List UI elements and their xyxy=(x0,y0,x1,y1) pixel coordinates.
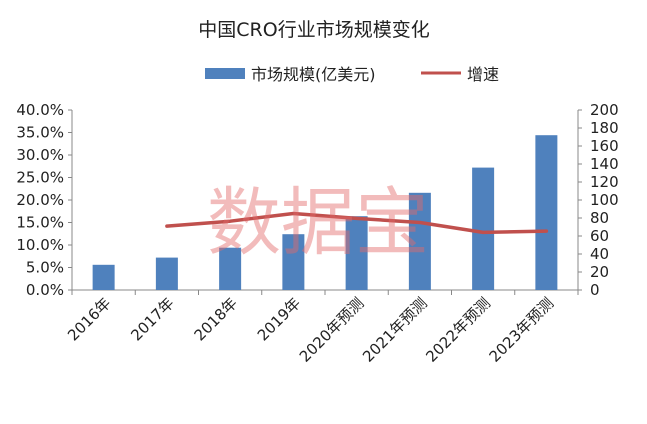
chart-title: 中国CRO行业市场规模变化 xyxy=(198,19,429,41)
right-axis-tick-label: 0 xyxy=(590,281,600,299)
bar-market-size xyxy=(92,264,115,290)
x-axis-category-label: 2020年预测 xyxy=(296,294,368,366)
bar-market-size xyxy=(345,216,368,290)
x-axis-category-label: 2016年 xyxy=(64,294,114,344)
legend: 市场规模(亿美元) 增速 xyxy=(205,65,499,84)
left-axis-tick-label: 30.0% xyxy=(16,146,64,164)
left-axis-tick-label: 5.0% xyxy=(26,259,64,277)
left-axis-tick-label: 40.0% xyxy=(16,101,64,119)
bar-market-size xyxy=(408,192,431,290)
line-growth-rate xyxy=(165,211,549,235)
left-axis-tick-label: 35.0% xyxy=(16,124,64,142)
left-axis-tick-label: 25.0% xyxy=(16,169,64,187)
right-axis-tick-label: 80 xyxy=(590,209,609,227)
x-axis-category-label: 2023年预测 xyxy=(486,294,558,366)
right-axis-tick-label: 200 xyxy=(590,101,619,119)
right-axis-tick-label: 160 xyxy=(590,137,619,155)
left-axis-tick-label: 10.0% xyxy=(16,236,64,254)
bar-market-size xyxy=(155,257,178,290)
right-axis-tick-label: 60 xyxy=(590,227,609,245)
bar-market-size xyxy=(472,167,495,290)
legend-label-growth: 增速 xyxy=(467,65,499,84)
right-axis-tick-label: 40 xyxy=(590,245,609,263)
x-axis-category-label: 2022年预测 xyxy=(422,294,494,366)
legend-swatch-market-size xyxy=(205,68,245,79)
left-axis-tick-label: 20.0% xyxy=(16,191,64,209)
bar-market-size xyxy=(282,234,305,290)
x-axis-category-label: 2019年 xyxy=(254,294,304,344)
right-axis-tick-label: 180 xyxy=(590,119,619,137)
watermark: 数据宝 xyxy=(207,180,429,266)
bar-market-size xyxy=(219,247,242,290)
x-axis-category-label: 2018年 xyxy=(191,294,241,344)
right-axis-tick-label: 140 xyxy=(590,155,619,173)
left-axis-tick-label: 15.0% xyxy=(16,214,64,232)
x-axis-category-label: 2017年 xyxy=(127,294,177,344)
right-axis-tick-label: 120 xyxy=(590,173,619,191)
right-axis-tick-label: 100 xyxy=(590,191,619,209)
right-axis-tick-label: 20 xyxy=(590,263,609,281)
bar-market-size xyxy=(535,135,558,290)
x-axis-category-label: 2021年预测 xyxy=(359,294,431,366)
legend-label-market-size: 市场规模(亿美元) xyxy=(251,65,376,84)
left-axis-tick-label: 0.0% xyxy=(26,281,64,299)
